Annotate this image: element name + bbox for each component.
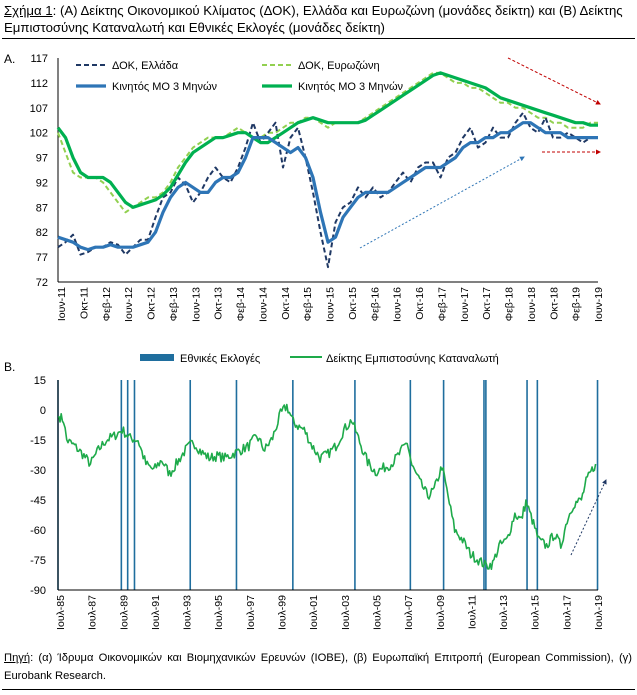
a-y-tick-label-3: 87 xyxy=(36,202,48,214)
b-x-tick-label-12: Ιουλ-09 xyxy=(435,595,447,630)
a-y-tick-label-2: 82 xyxy=(36,227,48,239)
a-x-tick-label-11: Φεβ-15 xyxy=(302,287,314,321)
title-divider xyxy=(2,38,635,39)
a-legend-label-1: ΔΟΚ, Ευρωζώνη xyxy=(298,60,380,72)
source-label: Πηγή xyxy=(4,652,31,664)
a-arrow-eurozone-down xyxy=(507,57,601,105)
a-y-tick-label-0: 72 xyxy=(36,277,48,289)
b-x-tick-label-11: Ιουλ-07 xyxy=(403,595,415,630)
b-y-tick-label-6: 0 xyxy=(40,405,46,417)
a-series-line-3 xyxy=(56,71,598,209)
figure-title-text: : (Α) Δείκτης Οικονομικού Κλίματος (ΔΟΚ)… xyxy=(4,3,623,35)
b-arrow-up xyxy=(570,479,607,556)
a-series-line-2 xyxy=(57,121,598,252)
a-legend-label-0: ΔΟΚ, Ελλάδα xyxy=(112,60,179,72)
b-y-tick-label-4: -30 xyxy=(30,465,46,477)
a-x-tick-label-5: Φεβ-13 xyxy=(168,287,180,321)
a-x-tick-label-17: Φεβ-17 xyxy=(436,287,448,321)
b-x-tick-label-4: Ιουλ-93 xyxy=(182,595,194,630)
a-x-tick-label-1: Οκτ-11 xyxy=(78,287,90,319)
b-x-tick-label-13: Ιουλ-11 xyxy=(466,595,478,629)
b-y-tick-label-2: -60 xyxy=(30,525,46,537)
a-x-tick-label-18: Ιουν-17 xyxy=(459,287,471,322)
a-y-tick-label-1: 77 xyxy=(36,252,48,264)
a-x-tick-label-13: Οκτ-15 xyxy=(347,287,359,320)
b-x-tick-label-9: Ιουλ-03 xyxy=(340,595,352,630)
a-x-tick-label-24: Ιουν-19 xyxy=(593,287,605,322)
a-x-tick-label-6: Ιουν-13 xyxy=(190,287,202,322)
b-x-tick-label-17: Ιουλ-19 xyxy=(593,595,605,630)
a-y-tick-label-9: 117 xyxy=(30,53,48,65)
b-x-tick-label-8: Ιουλ-01 xyxy=(308,595,320,630)
a-series-line-1 xyxy=(57,71,598,214)
a-x-tick-label-0: Ιουν-11 xyxy=(56,287,68,321)
b-x-tick-label-10: Ιουλ-05 xyxy=(371,595,383,630)
a-x-tick-label-20: Φεβ-18 xyxy=(504,287,516,321)
figure-title: Σχήμα 1: (Α) Δείκτης Οικονομικού Κλίματο… xyxy=(4,2,632,36)
a-y-tick-label-7: 107 xyxy=(30,103,48,115)
b-y-tick-label-7: 15 xyxy=(34,375,46,387)
a-x-tick-label-9: Ιουν-14 xyxy=(257,287,269,322)
a-legend-label-2: Κινητός ΜΟ 3 Μηνών xyxy=(112,81,218,93)
b-legend-swatch-0 xyxy=(140,354,174,361)
b-x-tick-label-14: Ιουλ-13 xyxy=(498,595,510,630)
a-x-tick-label-19: Οκτ-17 xyxy=(481,287,493,320)
b-x-tick-label-6: Ιουλ-97 xyxy=(245,595,257,630)
a-y-tick-label-8: 112 xyxy=(30,78,48,90)
bottom-divider xyxy=(2,689,635,690)
a-x-tick-label-16: Οκτ-16 xyxy=(414,287,426,320)
b-y-tick-label-3: -45 xyxy=(30,495,46,507)
b-legend-label-1: Δείκτης Εμπιστοσύνης Καταναλωτή xyxy=(326,353,499,365)
a-x-tick-label-2: Φεβ-12 xyxy=(101,287,113,321)
a-arrow-greece-up xyxy=(359,156,525,249)
a-y-tick-label-4: 92 xyxy=(36,177,48,189)
a-y-tick-label-6: 102 xyxy=(30,128,48,140)
chart-b: -90 -75 -60 -45 -30 -15 0 15 Ιουλ-85 Ιουλ-87 Ιουλ-… xyxy=(30,353,607,630)
a-x-tick-label-21: Ιουν-18 xyxy=(526,287,538,322)
b-x-tick-label-5: Ιουλ-95 xyxy=(213,595,225,630)
a-x-tick-label-10: Οκτ-14 xyxy=(280,287,292,320)
panel-a-tag: A. xyxy=(4,52,16,66)
a-x-tick-label-12: Ιουν-15 xyxy=(325,287,337,322)
b-y-tick-label-0: -90 xyxy=(30,585,46,597)
a-x-tick-label-8: Φεβ-14 xyxy=(235,287,247,321)
a-y-tick-label-5: 97 xyxy=(36,153,48,165)
b-x-tick-label-0: Ιουλ-85 xyxy=(55,595,67,630)
b-x-tick-label-1: Ιουλ-87 xyxy=(87,595,99,630)
b-y-tick-label-1: -75 xyxy=(30,555,46,567)
b-x-tick-label-16: Ιουλ-17 xyxy=(561,595,573,630)
a-x-tick-label-3: Ιουν-12 xyxy=(123,287,135,322)
panel-b-tag: B. xyxy=(4,360,16,374)
a-legend-label-3: Κινητός ΜΟ 3 Μηνών xyxy=(298,81,404,93)
source-note: Πηγή: (α) Ίδρυμα Οικονομικών και Βιομηχα… xyxy=(4,649,632,685)
b-legend-label-0: Εθνικές Εκλογές xyxy=(180,353,260,365)
b-x-tick-label-2: Ιουλ-89 xyxy=(118,595,130,630)
a-x-tick-label-23: Φεβ-19 xyxy=(571,287,583,321)
a-x-tick-label-15: Ιουν-16 xyxy=(392,287,404,322)
a-x-tick-label-14: Φεβ-16 xyxy=(369,287,381,321)
source-text: : (α) Ίδρυμα Οικονομικών και Βιομηχανικώ… xyxy=(4,652,632,682)
b-x-tick-label-3: Ιουλ-91 xyxy=(150,595,162,630)
chart-a: 72 77 82 87 92 97 102 107 112 117 Ιουν-11 Οκτ-11 Φεβ… xyxy=(30,53,605,322)
a-x-tick-label-4: Οκτ-12 xyxy=(146,287,158,320)
b-y-tick-label-5: -15 xyxy=(30,435,46,447)
b-x-tick-label-7: Ιουλ-99 xyxy=(277,595,289,630)
b-x-tick-label-15: Ιουλ-15 xyxy=(530,595,542,630)
a-x-tick-label-7: Οκτ-13 xyxy=(213,287,225,320)
a-x-tick-label-22: Οκτ-18 xyxy=(548,287,560,320)
figure-label: Σχήμα 1 xyxy=(4,3,53,18)
b-series-consumer-confidence xyxy=(58,403,597,570)
